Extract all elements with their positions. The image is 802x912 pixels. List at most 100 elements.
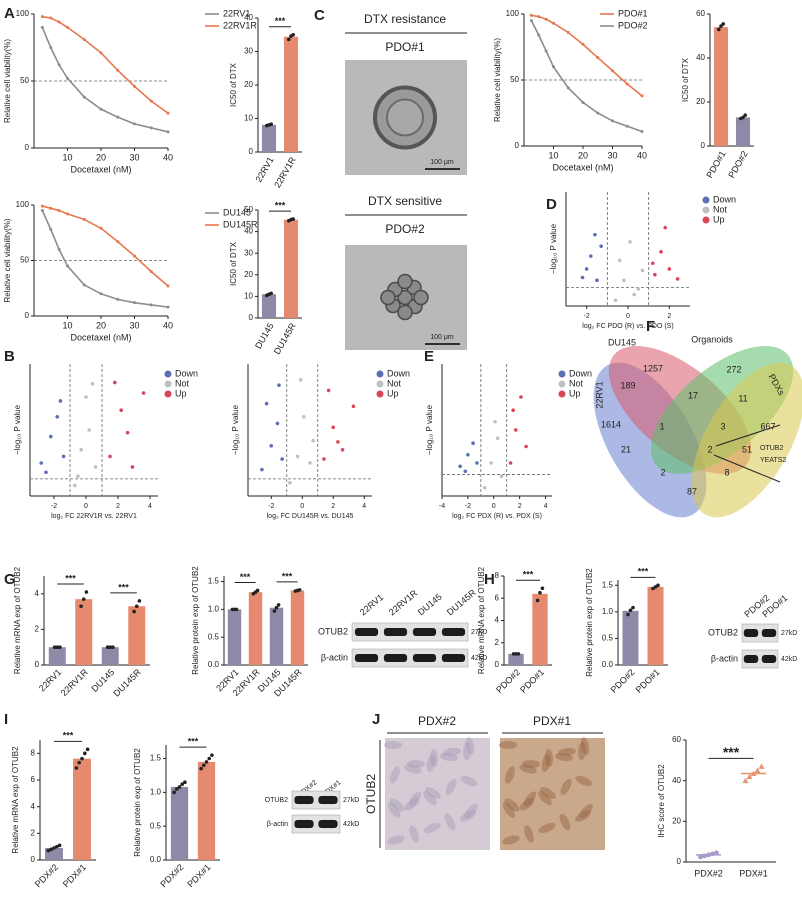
y-tick-label: 1.5: [150, 754, 162, 763]
data-point: [580, 275, 585, 280]
x-tick-label: 20: [578, 150, 588, 160]
y-tick-label: 30: [244, 248, 253, 257]
legend-swatch: [164, 370, 172, 378]
cell: [413, 289, 429, 306]
venn-count: 3: [720, 421, 725, 431]
cell: [380, 289, 396, 306]
data-point: [82, 95, 86, 99]
data-point: [113, 380, 117, 385]
y-tick-label: 50: [20, 256, 29, 265]
blot-band: [318, 796, 338, 804]
x-tick-label: 0: [300, 503, 304, 510]
tissue-texture: [464, 803, 478, 819]
section-label: PDO#2: [385, 222, 425, 236]
legend-swatch: [558, 380, 566, 388]
blot-strip: [351, 648, 469, 668]
y-tick-label: 40: [244, 13, 253, 22]
y-axis-label: IC50 of DTX: [229, 241, 238, 286]
venn-set-label: 22RV1: [594, 381, 604, 408]
data-point: [76, 474, 80, 479]
tissue-texture: [579, 803, 593, 819]
data-point: [177, 785, 182, 789]
tissue-texture: [384, 741, 402, 749]
y-tick-label: 0: [31, 855, 36, 864]
size-label: 42kD: [471, 655, 487, 662]
data-point: [611, 119, 614, 123]
data-point: [130, 465, 135, 469]
y-tick-label: 20: [696, 97, 705, 106]
data-point: [326, 388, 331, 393]
data-point: [631, 605, 635, 610]
data-point: [66, 25, 69, 29]
data-point: [516, 652, 521, 656]
y-tick-label: 0: [495, 660, 500, 669]
protein-label: β-actin: [711, 653, 738, 663]
legend-swatch: [376, 380, 384, 388]
data-point: [750, 770, 757, 777]
panel-label: D: [546, 196, 557, 213]
panel-label: F: [646, 318, 655, 335]
data-point: [183, 780, 187, 785]
data-point: [495, 436, 500, 441]
data-point: [116, 115, 120, 119]
data-point: [149, 99, 153, 103]
series-line: [41, 210, 169, 308]
y-axis-label: Relative cell viability(%): [493, 38, 502, 122]
blot-band: [383, 654, 408, 662]
blot-band: [294, 820, 314, 828]
data-point: [93, 465, 98, 469]
data-point: [269, 291, 274, 296]
data-point: [746, 773, 753, 780]
row-label: OTUB2: [364, 774, 378, 814]
data-point: [482, 485, 487, 490]
data-point: [466, 452, 470, 457]
data-point: [742, 777, 749, 784]
panel-label: H: [484, 571, 495, 588]
data-point: [719, 24, 723, 28]
data-point: [291, 32, 296, 37]
data-point: [149, 126, 153, 130]
data-point: [625, 82, 629, 86]
x-tick-label: 0: [84, 503, 88, 510]
x-tick-label: 20: [96, 320, 106, 330]
y-tick-label: 0: [25, 311, 30, 320]
x-tick-label: 2: [667, 313, 671, 320]
tissue-texture: [540, 787, 556, 799]
data-point: [74, 766, 79, 770]
data-point: [741, 115, 745, 120]
data-point: [49, 16, 53, 20]
significance-label: ***: [118, 582, 129, 592]
data-point: [717, 27, 721, 32]
data-point: [508, 461, 513, 465]
y-tick-label: 1.0: [208, 604, 220, 613]
bar: [261, 294, 277, 318]
y-tick-label: 0.5: [602, 634, 614, 643]
data-point: [593, 232, 597, 237]
column-label: PDX#1: [533, 714, 571, 728]
x-tick-label: 40: [163, 320, 173, 330]
data-point: [596, 111, 600, 115]
legend-label: Not: [713, 204, 728, 214]
section-title: DTX sensitive: [368, 194, 442, 208]
y-tick-label: 2: [35, 625, 40, 634]
data-point: [73, 483, 77, 488]
size-label: 27kD: [343, 797, 359, 804]
y-tick-label: 40: [672, 776, 681, 785]
x-axis-label: log₂ FC PDO (R) vs. PDO (S): [582, 323, 673, 330]
data-point: [260, 467, 264, 472]
data-point: [175, 787, 179, 791]
y-tick-label: 4: [31, 802, 36, 811]
data-point: [55, 415, 59, 419]
callout-line: [713, 454, 781, 483]
data-point: [83, 751, 87, 756]
x-tick-label: -2: [584, 313, 590, 320]
y-axis-label: Relative cell viability(%): [3, 218, 12, 302]
bar: [261, 124, 277, 152]
data-point: [116, 297, 120, 301]
y-axis-label: IHC score of OTUB2: [657, 764, 666, 838]
blot-band: [761, 629, 777, 637]
bar: [622, 610, 639, 665]
data-point: [79, 604, 83, 609]
venn-set: [691, 362, 802, 518]
data-point: [277, 383, 281, 387]
